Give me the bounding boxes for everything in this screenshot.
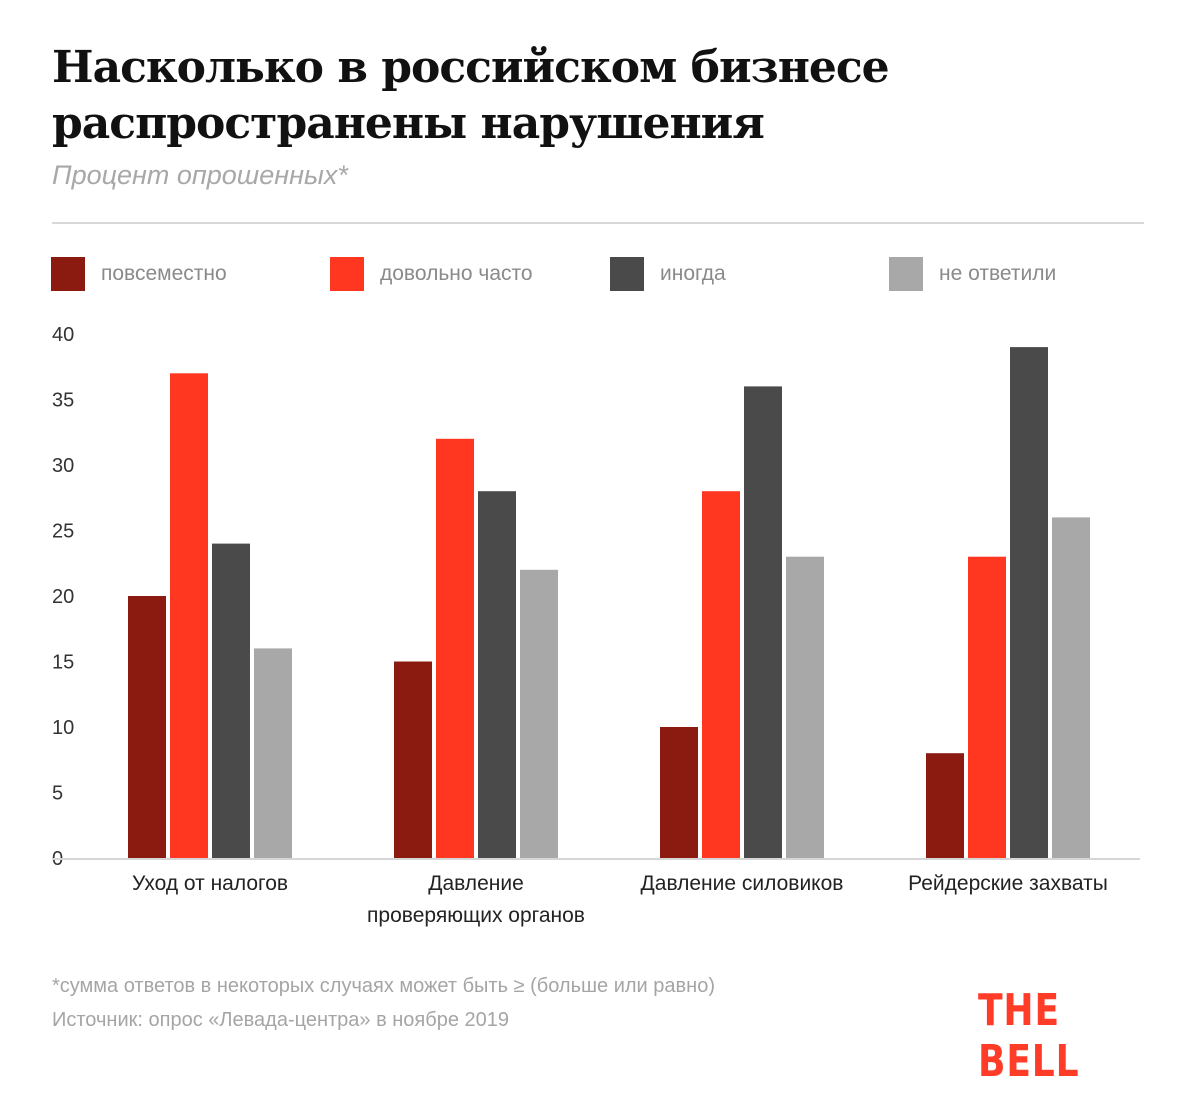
- x-category-label: Давление: [428, 872, 524, 895]
- chart-subtitle: Процент опрошенных*: [52, 160, 348, 190]
- header-divider: [52, 222, 1144, 224]
- bar: [786, 556, 824, 858]
- footnote: *сумма ответов в некоторых случаях может…: [52, 975, 715, 997]
- bar: [744, 386, 782, 858]
- bar: [394, 661, 432, 858]
- legend-item-quite-often: довольно часто: [330, 257, 533, 291]
- legend-swatch: [889, 257, 923, 291]
- bar: [968, 556, 1006, 858]
- bar: [1052, 517, 1090, 858]
- legend-swatch: [330, 257, 364, 291]
- legend-label: повсеместно: [101, 262, 227, 285]
- legend-item-sometimes: иногда: [610, 257, 726, 291]
- y-tick-label: 15: [52, 652, 74, 674]
- chart-title: Насколько в российском бизнесе распростр…: [52, 40, 1052, 152]
- bar: [1010, 347, 1048, 858]
- y-tick-label: 10: [52, 717, 74, 739]
- the-bell-logo: THE BELL: [978, 985, 1080, 1087]
- legend-label: не ответили: [939, 262, 1057, 285]
- legend-label: иногда: [660, 262, 726, 285]
- y-tick-label: 35: [52, 390, 74, 412]
- chart-title-line-1: Насколько в российском бизнесе: [52, 42, 890, 93]
- legend-swatch: [610, 257, 644, 291]
- y-tick-label: 20: [52, 586, 74, 608]
- bar: [128, 596, 166, 858]
- bar: [702, 491, 740, 858]
- y-tick-label: 5: [52, 783, 63, 805]
- x-category-label: проверяющих органов: [367, 904, 585, 927]
- y-tick-label: 25: [52, 521, 74, 543]
- bar: [660, 727, 698, 858]
- bar: [212, 543, 250, 858]
- y-tick-label: 30: [52, 455, 74, 477]
- bar: [254, 648, 292, 858]
- chart-title-line-2: распространены нарушения: [52, 98, 765, 149]
- x-category-label: Давление силовиков: [641, 872, 844, 895]
- bar: [926, 753, 964, 858]
- bar: [170, 373, 208, 858]
- x-category-label: Рейдерские захваты: [908, 872, 1108, 895]
- legend-swatch: [51, 257, 85, 291]
- bar: [520, 569, 558, 858]
- legend-item-no-answer: не ответили: [889, 257, 1056, 291]
- bar: [478, 491, 516, 858]
- source-note: Источник: опрос «Левада-центра» в ноябре…: [52, 1009, 510, 1031]
- bar: [436, 438, 474, 858]
- x-category-label: Уход от налогов: [132, 872, 288, 895]
- y-tick-label: 40: [52, 324, 74, 346]
- legend-label: довольно часто: [380, 262, 533, 285]
- legend-item-everywhere: повсеместно: [51, 257, 227, 291]
